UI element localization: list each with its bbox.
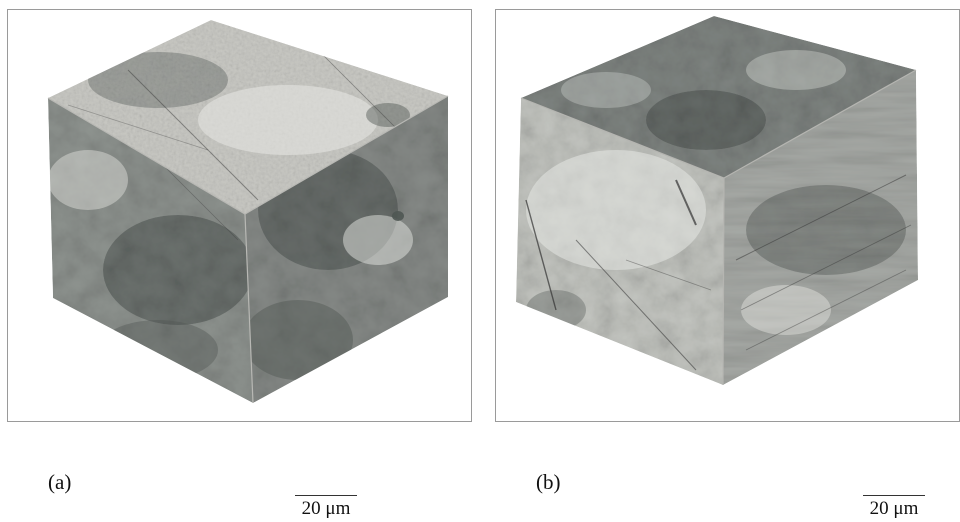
cube-top-face — [48, 20, 448, 214]
cube-edges — [47, 95, 449, 404]
cube-left-face — [48, 98, 253, 403]
scale-bar-line — [295, 495, 357, 496]
cube-micrograph-b — [516, 16, 918, 386]
scale-bar-label: 20 μm — [301, 498, 351, 519]
micrograph-panel-a — [7, 9, 472, 422]
cube-top-face — [521, 16, 916, 178]
cube-right-face — [723, 70, 918, 385]
micrograph-panel-b — [495, 9, 960, 422]
cube-micrograph-a — [47, 20, 449, 404]
panel-caption-a: (a) — [48, 470, 72, 494]
scale-bar-line — [863, 495, 925, 496]
scale-bar-a: 20 μm — [293, 495, 359, 520]
panel-caption-b: (b) — [536, 470, 561, 494]
cube-left-face — [516, 98, 724, 385]
scale-bar-b: 20 μm — [861, 495, 927, 520]
cube-edges — [520, 69, 917, 386]
scale-bar-label: 20 μm — [869, 498, 919, 519]
